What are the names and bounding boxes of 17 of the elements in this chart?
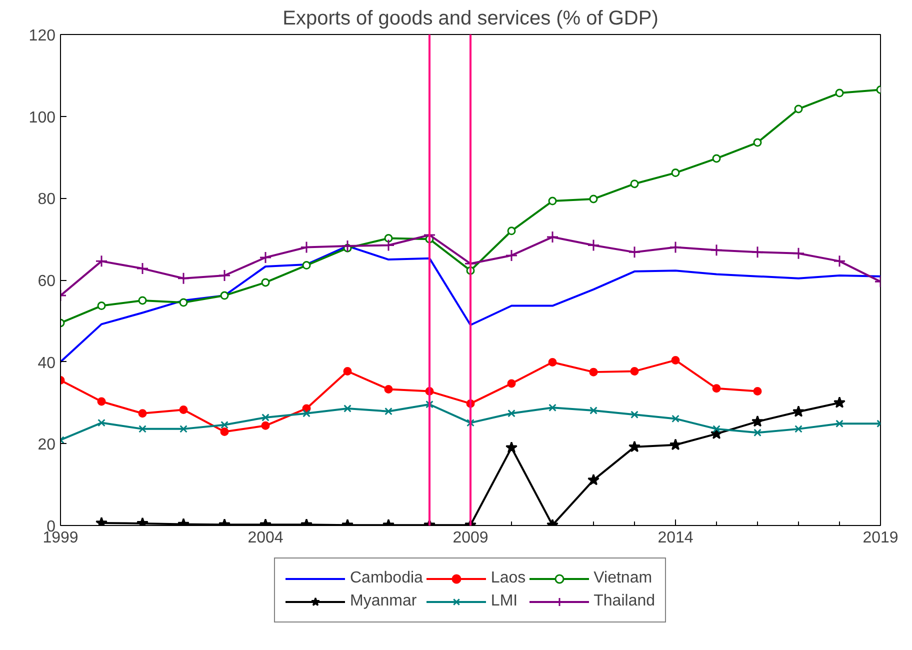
legend-label: Thailand (594, 592, 656, 610)
y-tick-label: 120 (28, 28, 56, 44)
chart-title: Exports of goods and services (% of GDP) (282, 8, 658, 30)
legend-label: Myanmar (350, 592, 417, 610)
legend-label: LMI (490, 592, 518, 610)
legend-label: Vietnam (594, 570, 652, 588)
x-tick-label: 2004 (248, 530, 284, 546)
y-tick-label: 20 (38, 436, 56, 454)
x-tick-label: 2014 (658, 530, 694, 546)
y-tick-label: 40 (38, 354, 56, 372)
y-tick-label: 100 (28, 109, 56, 126)
y-tick-label: 80 (38, 191, 56, 208)
x-tick-label: 2009 (452, 530, 488, 546)
x-tick-label: 2019 (862, 530, 898, 546)
legend-label: Laos (490, 570, 526, 588)
legend-label: Cambodia (350, 570, 423, 588)
y-tick-label: 60 (38, 273, 56, 290)
